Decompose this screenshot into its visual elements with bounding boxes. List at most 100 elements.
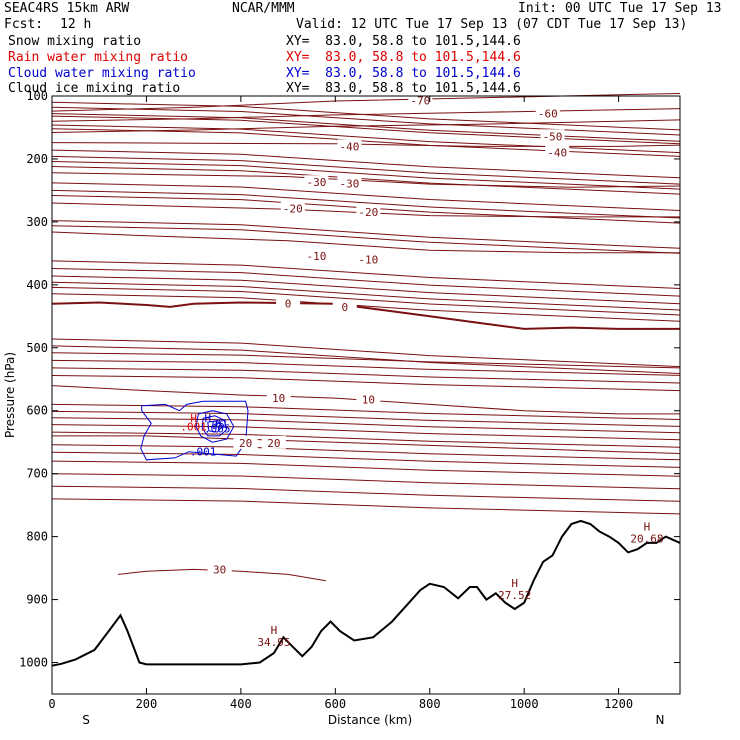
terrain-fill [52,520,680,694]
label-bg [356,252,381,266]
isotherm-label: 20 [239,437,252,450]
isotherm-line [51,189,681,219]
label-bg [337,176,362,190]
label-bg [266,391,291,405]
label-bg [207,562,232,576]
cloud-water-label: .01 [208,417,228,430]
isotherm-line [51,498,681,515]
isotherm-labeled [51,108,681,122]
label-bg [540,129,565,143]
isotherm-line [51,155,681,185]
high-marker: H [205,412,212,425]
x-tick-label: 1200 [604,697,633,711]
field-snow-name: Snow mixing ratio [8,34,142,49]
isotherm-line [51,149,681,179]
isotherm-line [51,195,681,224]
high-marker: H [190,412,197,425]
x-tick-label: 0 [48,697,55,711]
isotherm-label: -70 [410,94,430,107]
isotherm-line [51,275,681,305]
cloud-water-contour [201,415,228,437]
org-title: NCAR/MMM [232,1,295,16]
isotherm-line [51,444,681,461]
y-tick-label: 300 [26,215,48,229]
isotherm-label: -10 [358,254,378,267]
isotherm-line [51,431,681,448]
y-tick-label: 700 [26,467,48,481]
isotherm-labeled [52,435,681,454]
y-tick-label: 800 [26,530,48,544]
isotherm-line [51,161,681,190]
y-tick-label: 400 [26,278,48,292]
y-tick-label: 500 [26,341,48,355]
isotherm-label: -20 [283,203,303,216]
fcst-value: 12 h [60,17,92,32]
isotherm-labeled [51,231,680,254]
x-tick-label: 400 [230,697,252,711]
label-bg [535,106,560,120]
x-tick-label: 1000 [510,697,539,711]
isotherm-line [51,367,681,384]
init-time: Init: 00 UTC Tue 17 Sep 13 [518,1,722,16]
model-title: SEAC4RS 15km ARW [4,1,130,16]
cloud-water-label: .005 [204,422,231,435]
fcst-label: Fcst: [4,17,44,32]
isotherm-line [51,473,681,490]
x-end-label-north: N [656,713,665,727]
high-marker: H [271,624,278,637]
isotherm-line [51,352,681,369]
isotherm-labeled [51,142,681,147]
field-cloud-ice-xy: XY= 83.0, 58.8 to 101.5,144.6 [286,81,521,96]
high-value: 34.95 [257,636,290,649]
isotherm-label: 30 [213,563,226,576]
label-bg [280,201,305,215]
header: SEAC4RS 15km ARW NCAR/MMM Init: 00 UTC T… [0,0,740,96]
isotherm-line [51,359,681,376]
cloud-water-label: .05 [205,419,225,432]
field-cloud-water-name: Cloud water mixing ratio [8,66,196,81]
isotherm-labeled [51,93,681,112]
isotherm-label: -30 [306,176,326,189]
label-bg [233,435,258,449]
isotherm-line [51,338,681,368]
label-bg [276,296,301,310]
isotherm-line [51,101,681,131]
x-axis-title: Distance (km) [328,713,412,727]
label-bg [337,139,362,153]
isotherm-labeled [51,119,681,133]
isotherm-line [51,424,681,441]
y-tick-label: 900 [26,593,48,607]
isotherm-line [51,345,681,374]
isotherm-line [51,485,681,502]
isotherm-line [51,115,681,145]
field-snow-xy: XY= 83.0, 58.8 to 101.5,144.6 [286,34,521,49]
label-bg [356,204,381,218]
isotherm-labeled [51,385,680,415]
x-end-label-south: S [82,713,90,727]
cloud-water-label: .001 [180,420,207,433]
terrain-line [51,519,681,667]
isotherm-line [51,410,681,427]
isotherm-label: 10 [362,393,375,406]
isotherm-line [51,166,681,195]
isotherm-line [51,460,681,477]
label-bg [261,435,286,449]
field-cloud-ice-name: Cloud ice mixing ratio [8,81,181,96]
isotherm-line [51,268,681,297]
field-rain-xy: XY= 83.0, 58.8 to 101.5,144.6 [286,50,521,65]
plot-frame [51,95,681,695]
isotherm-line [51,124,681,154]
y-axis-title: Pressure (hPa) [3,352,17,438]
terrain-layer [51,519,681,694]
isotherm-line [51,375,681,392]
x-tick-label: 800 [419,697,441,711]
cloud-water-contours [140,400,249,461]
isotherm-label: -10 [306,250,326,263]
field-rain-name: Rain water mixing ratio [8,50,189,65]
valid-time: Valid: 12 UTC Tue 17 Sep 13 (07 CDT Tue … [296,17,688,32]
y-tick-label: 200 [26,152,48,166]
isotherm-line [51,281,681,311]
cloud-water-contour [140,400,249,461]
